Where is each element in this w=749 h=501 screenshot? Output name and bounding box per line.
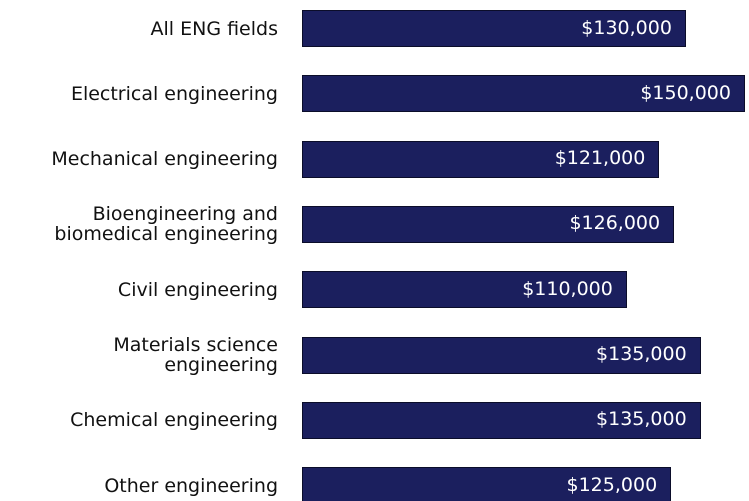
value-label: $125,000	[566, 473, 658, 496]
value-label: $130,000	[581, 16, 672, 39]
bar	[302, 401, 701, 439]
value-label: $150,000	[640, 81, 731, 104]
bar	[302, 75, 745, 113]
bar	[302, 10, 686, 47]
category-label: Other engineering	[104, 474, 278, 497]
category-label: Electrical engineering	[70, 82, 278, 105]
category-label: All ENG fields	[150, 17, 278, 40]
value-label: $121,000	[554, 147, 646, 170]
bar	[302, 336, 701, 374]
category-label: Bioengineering and biomedical engineerin…	[54, 203, 278, 246]
category-label: Chemical engineering	[70, 409, 278, 432]
category-label: Mechanical engineering	[51, 148, 278, 171]
value-label: $110,000	[522, 277, 613, 300]
bar	[302, 467, 672, 501]
value-label: $135,000	[596, 343, 687, 365]
value-label: $135,000	[596, 408, 687, 431]
bar	[302, 140, 660, 178]
category-label: Civil engineering	[117, 278, 278, 301]
bar	[302, 271, 627, 309]
category-label: Materials science engineering	[113, 334, 278, 376]
bar	[302, 205, 675, 243]
value-label: $126,000	[569, 212, 661, 235]
